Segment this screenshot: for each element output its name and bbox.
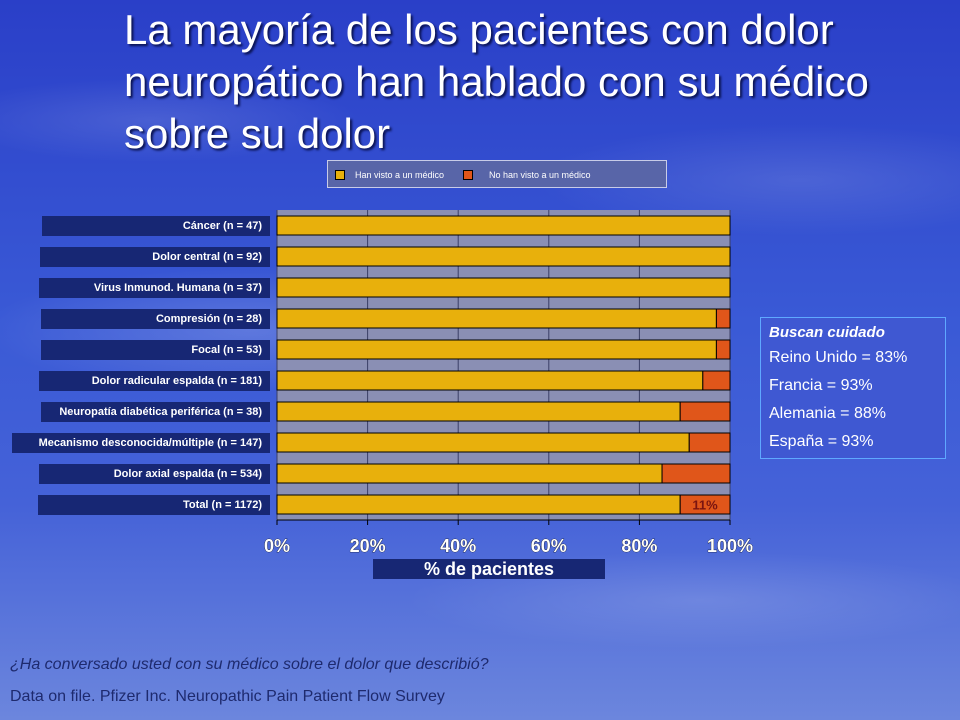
x-axis-title: % de pacientes	[373, 559, 605, 579]
category-label: Virus Inmunod. Humana (n = 37)	[39, 277, 270, 298]
bar-segment	[276, 494, 681, 515]
bar-segment	[276, 277, 731, 298]
care-seeking-row-france: Francia = 93%	[769, 377, 873, 394]
bar-segment	[715, 308, 731, 329]
care-seeking-row-spain: España = 93%	[769, 433, 874, 450]
category-label: Mecanismo desconocida/múltiple (n = 147)	[12, 432, 270, 453]
x-tick-label: 40%	[440, 536, 476, 556]
category-label: Compresión (n = 28)	[41, 308, 270, 329]
care-seeking-row-uk: Reino Unido = 83%	[769, 349, 908, 366]
category-label: Neuropatía diabética periférica (n = 38)	[41, 401, 270, 422]
legend-swatch-seen	[335, 170, 345, 180]
bar-segment	[702, 370, 731, 391]
category-label: Total (n = 1172)	[38, 494, 270, 515]
category-label: Cáncer (n = 47)	[42, 215, 270, 236]
x-tick-label: 20%	[350, 536, 386, 556]
data-label: 11%	[692, 498, 718, 513]
care-seeking-box: Buscan cuidado Reino Unido = 83% Francia…	[760, 317, 946, 459]
x-tick-label: 0%	[264, 536, 290, 556]
care-seeking-row-germany: Alemania = 88%	[769, 405, 886, 422]
legend-swatch-not-seen	[463, 170, 473, 180]
bar-segment	[276, 339, 717, 360]
care-seeking-heading: Buscan cuidado	[769, 324, 885, 341]
bar-segment	[679, 494, 731, 515]
category-label: Dolor axial espalda (n = 534)	[39, 463, 270, 484]
x-tick-label: 80%	[621, 536, 657, 556]
page-title: La mayoría de los pacientes con dolor ne…	[124, 6, 869, 157]
bar-segment	[276, 432, 690, 453]
data-source: Data on file. Pfizer Inc. Neuropathic Pa…	[10, 688, 445, 705]
bar-segment	[679, 401, 731, 422]
chart-legend: Han visto a un médico No han visto a un …	[327, 160, 667, 188]
bar-segment	[276, 463, 663, 484]
bar-segment	[661, 463, 731, 484]
category-label: Dolor central (n = 92)	[40, 246, 270, 267]
bar-segment	[276, 215, 731, 236]
bar-segment	[276, 246, 731, 267]
bar-segment	[715, 339, 731, 360]
survey-question: ¿Ha conversado usted con su médico sobre…	[10, 656, 489, 673]
category-label: Focal (n = 53)	[41, 339, 270, 360]
category-label: Dolor radicular espalda (n = 181)	[39, 370, 270, 391]
x-tick-label: 60%	[531, 536, 567, 556]
bar-segment	[276, 401, 681, 422]
x-tick-label: 100%	[707, 536, 753, 556]
legend-label-seen: Han visto a un médico	[355, 170, 445, 180]
bar-segment	[688, 432, 731, 453]
bar-segment	[276, 370, 704, 391]
legend-label-not-seen: No han visto a un médico	[489, 170, 591, 180]
bar-segment	[276, 308, 717, 329]
